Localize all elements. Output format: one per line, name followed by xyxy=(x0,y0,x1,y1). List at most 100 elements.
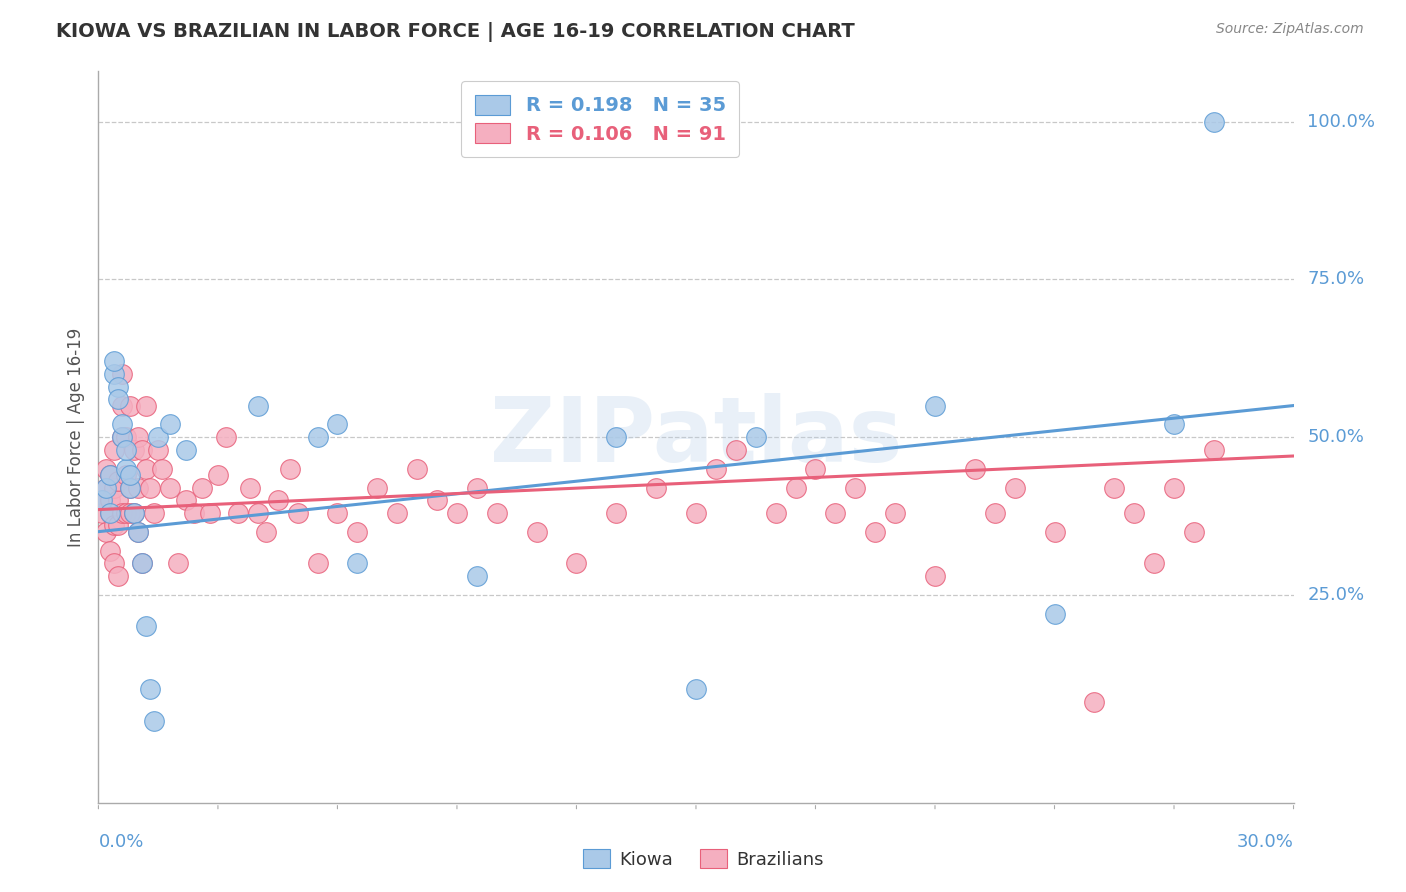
Point xyxy=(174,442,197,457)
Text: Source: ZipAtlas.com: Source: ZipAtlas.com xyxy=(1216,22,1364,37)
Point xyxy=(127,481,149,495)
Text: 0.0%: 0.0% xyxy=(98,833,143,851)
Point xyxy=(127,524,149,539)
Point xyxy=(863,524,886,539)
Point xyxy=(254,524,277,539)
Point xyxy=(724,442,747,457)
Point xyxy=(1043,607,1066,621)
Point xyxy=(465,481,488,495)
Point xyxy=(98,493,122,508)
Point xyxy=(605,430,627,444)
Point xyxy=(1083,695,1105,709)
Point xyxy=(96,481,118,495)
Point xyxy=(111,367,134,381)
Text: 25.0%: 25.0% xyxy=(1308,586,1365,604)
Point xyxy=(107,518,129,533)
Point xyxy=(844,481,866,495)
Point xyxy=(115,442,138,457)
Point xyxy=(96,524,118,539)
Point xyxy=(465,569,488,583)
Text: ZIPatlas: ZIPatlas xyxy=(489,393,903,481)
Point xyxy=(115,461,138,475)
Text: KIOWA VS BRAZILIAN IN LABOR FORCE | AGE 16-19 CORRELATION CHART: KIOWA VS BRAZILIAN IN LABOR FORCE | AGE … xyxy=(56,22,855,42)
Point xyxy=(1043,524,1066,539)
Point xyxy=(485,506,508,520)
Point xyxy=(983,506,1005,520)
Point xyxy=(446,506,468,520)
Point xyxy=(307,430,329,444)
Point xyxy=(103,442,125,457)
Point xyxy=(98,506,122,520)
Point xyxy=(346,524,368,539)
Point xyxy=(326,417,349,432)
Point xyxy=(120,506,142,520)
Point xyxy=(1143,556,1166,570)
Point xyxy=(246,506,269,520)
Point xyxy=(207,467,229,482)
Point xyxy=(307,556,329,570)
Point xyxy=(135,399,157,413)
Text: 75.0%: 75.0% xyxy=(1308,270,1365,288)
Point xyxy=(326,506,349,520)
Point xyxy=(704,461,727,475)
Point xyxy=(131,442,153,457)
Point xyxy=(131,556,153,570)
Point xyxy=(115,506,138,520)
Point xyxy=(107,474,129,488)
Point xyxy=(1202,442,1225,457)
Point xyxy=(1163,417,1185,432)
Point xyxy=(167,556,190,570)
Point xyxy=(111,430,134,444)
Point xyxy=(406,461,429,475)
Point xyxy=(124,442,146,457)
Point xyxy=(91,506,114,520)
Point xyxy=(111,399,134,413)
Point xyxy=(124,506,146,520)
Point xyxy=(96,481,118,495)
Point xyxy=(1123,506,1146,520)
Point xyxy=(804,461,827,475)
Point xyxy=(278,461,301,475)
Point xyxy=(287,506,309,520)
Point xyxy=(385,506,409,520)
Point xyxy=(124,506,146,520)
Point xyxy=(103,518,125,533)
Point xyxy=(103,556,125,570)
Point xyxy=(745,430,768,444)
Point xyxy=(111,430,134,444)
Point xyxy=(1182,524,1205,539)
Point xyxy=(346,556,368,570)
Text: 50.0%: 50.0% xyxy=(1308,428,1364,446)
Point xyxy=(824,506,846,520)
Point xyxy=(143,714,166,728)
Point xyxy=(131,556,153,570)
Point xyxy=(127,430,149,444)
Point xyxy=(111,417,134,432)
Point xyxy=(183,506,205,520)
Text: 100.0%: 100.0% xyxy=(1308,112,1375,131)
Point xyxy=(159,481,181,495)
Text: 30.0%: 30.0% xyxy=(1237,833,1294,851)
Point xyxy=(645,481,668,495)
Point xyxy=(135,619,157,633)
Point xyxy=(246,399,269,413)
Point xyxy=(103,354,125,368)
Point xyxy=(139,682,162,697)
Point xyxy=(1004,481,1026,495)
Point xyxy=(107,392,129,407)
Y-axis label: In Labor Force | Age 16-19: In Labor Force | Age 16-19 xyxy=(66,327,84,547)
Legend: R = 0.198   N = 35, R = 0.106   N = 91: R = 0.198 N = 35, R = 0.106 N = 91 xyxy=(461,81,740,157)
Point xyxy=(785,481,807,495)
Point xyxy=(1102,481,1125,495)
Point xyxy=(267,493,290,508)
Point xyxy=(96,461,118,475)
Point xyxy=(135,461,157,475)
Point xyxy=(120,467,142,482)
Point xyxy=(98,543,122,558)
Point xyxy=(526,524,548,539)
Point xyxy=(139,481,162,495)
Point xyxy=(115,467,138,482)
Point xyxy=(191,481,214,495)
Point xyxy=(1202,115,1225,129)
Point xyxy=(98,467,122,482)
